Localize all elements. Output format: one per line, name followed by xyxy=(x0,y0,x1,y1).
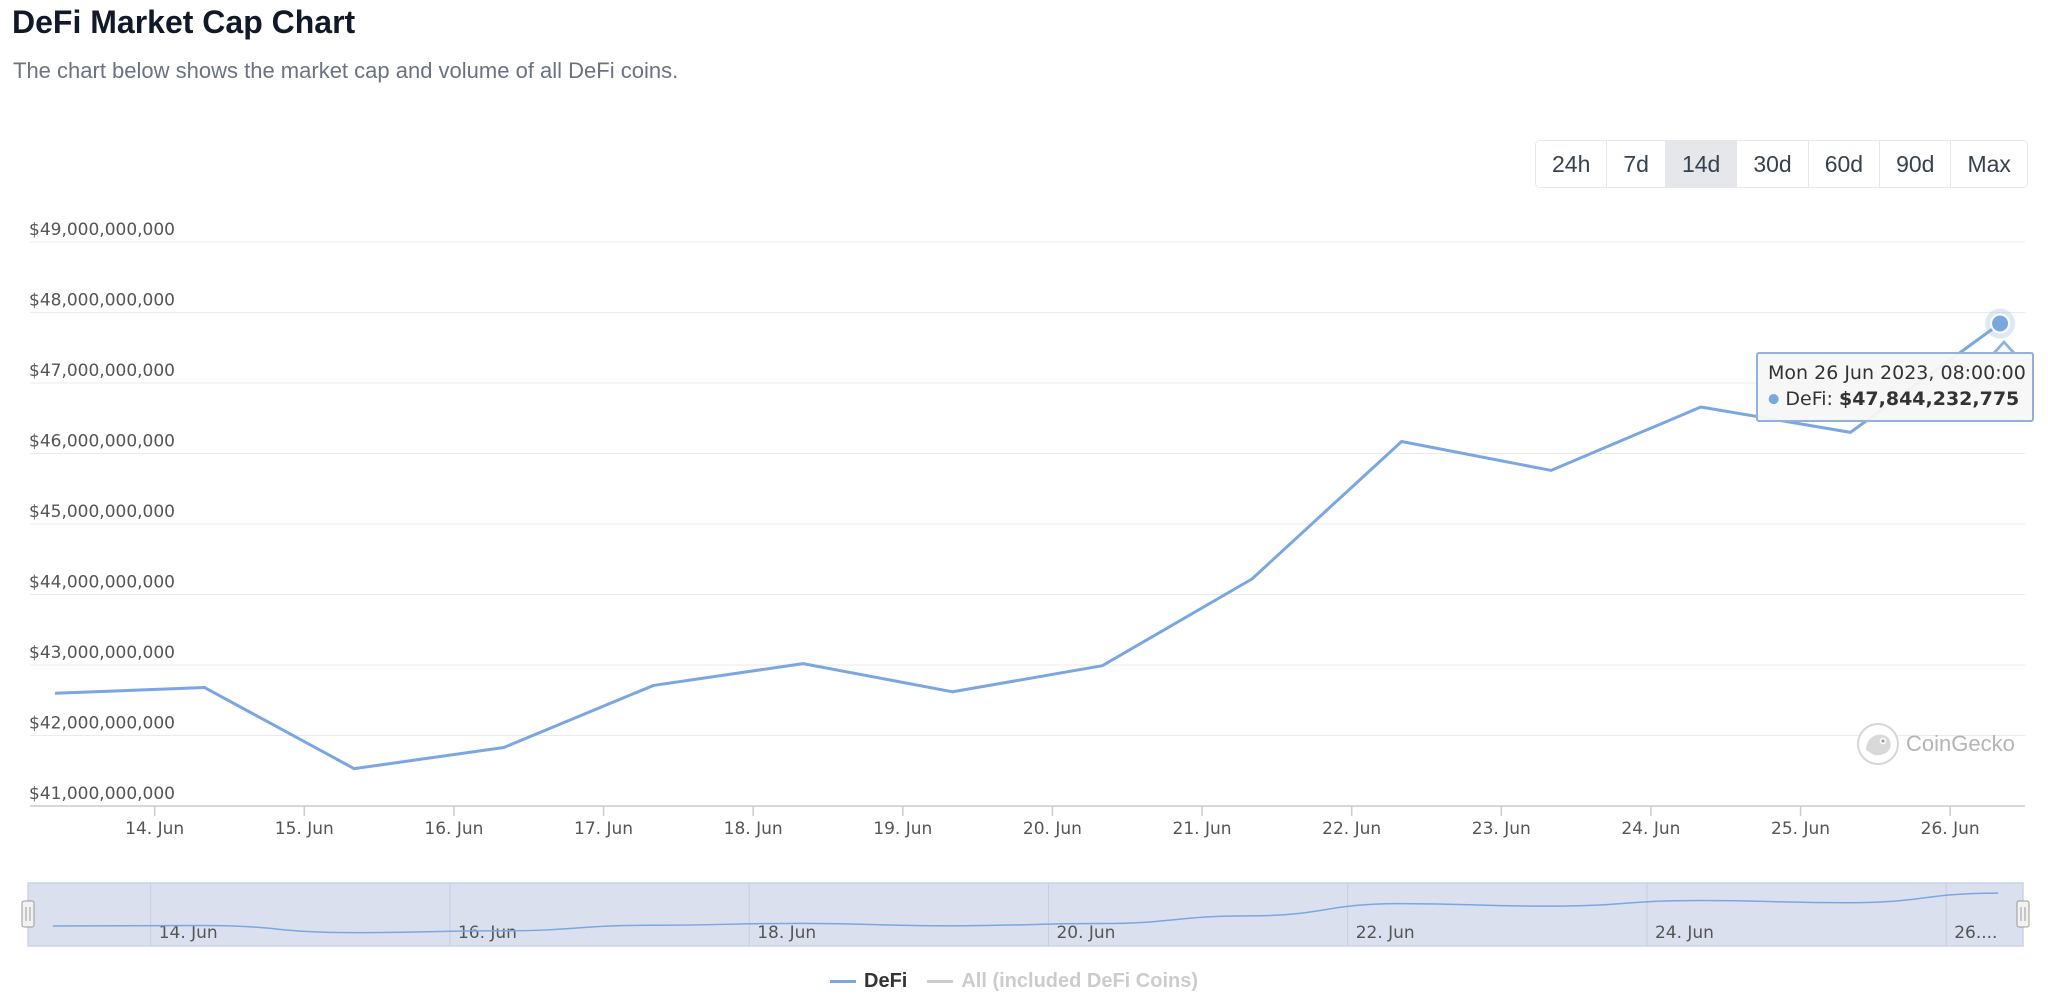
range-button-90d[interactable]: 90d xyxy=(1880,141,1952,187)
tooltip-arrow-inner xyxy=(1995,344,2013,354)
hover-point xyxy=(1990,313,2011,334)
series-line xyxy=(54,322,2001,771)
x-tick-label: 25. Jun xyxy=(1771,819,1830,839)
navigator-handle-right[interactable] xyxy=(2016,900,2030,928)
gecko-logo-icon xyxy=(1857,723,1899,765)
legend-swatch xyxy=(830,980,856,983)
x-tick-label: 23. Jun xyxy=(1472,819,1531,839)
x-tick-label: 19. Jun xyxy=(873,819,932,839)
y-tick-label: $48,000,000,000 xyxy=(29,291,175,311)
legend-swatch xyxy=(927,980,954,983)
grid-lines xyxy=(30,241,2025,807)
navigator-tick-label: 26.... xyxy=(1954,923,1997,943)
navigator-series-line xyxy=(52,892,1999,934)
y-axis: $41,000,000,000 $42,000,000,000 $43,000,00… xyxy=(29,220,175,804)
legend-label: DeFi xyxy=(864,970,908,992)
page-subtitle: The chart below shows the market cap and… xyxy=(13,58,679,83)
range-button-14d[interactable]: 14d xyxy=(1665,141,1738,187)
range-button-7d[interactable]: 7d xyxy=(1607,141,1666,187)
series-defi xyxy=(54,308,2016,771)
navigator: 14. Jun 16. Jun 18. Jun 20. Jun 22. Jun 24. J… xyxy=(21,882,2030,947)
x-tick-label: 24. Jun xyxy=(1621,819,1680,839)
x-tick-label: 20. Jun xyxy=(1023,819,1082,839)
tooltip-series-dot: ● xyxy=(1768,391,1780,407)
navigator-tick-label: 20. Jun xyxy=(1056,923,1115,943)
x-tick-label: 14. Jun xyxy=(125,819,184,839)
navigator-tick-label: 24. Jun xyxy=(1655,923,1714,943)
tooltip: Mon 26 Jun 2023, 08:00:00 ● DeFi: $47,84… xyxy=(1756,352,2034,422)
range-button-60d[interactable]: 60d xyxy=(1808,141,1881,187)
range-button-30d[interactable]: 30d xyxy=(1737,141,1809,187)
watermark-text: CoinGecko xyxy=(1906,731,2015,756)
navigator-tick-label: 14. Jun xyxy=(159,923,218,943)
navigator-tick-label: 18. Jun xyxy=(757,923,816,943)
y-tick-label: $45,000,000,000 xyxy=(29,502,175,522)
tooltip-row: ● DeFi: $47,844,232,775 xyxy=(1768,386,2022,413)
handle-grip xyxy=(21,900,35,928)
x-tick-label: 22. Jun xyxy=(1322,819,1381,839)
y-tick-label: $49,000,000,000 xyxy=(29,220,175,240)
handle-grip xyxy=(2016,900,2030,928)
navigator-range xyxy=(27,882,2024,947)
tooltip-series-label: DeFi: xyxy=(1785,388,1833,410)
y-tick-label: $44,000,000,000 xyxy=(29,573,175,593)
navigator-handle-left[interactable] xyxy=(21,900,35,928)
navigator-tick-label: 22. Jun xyxy=(1356,923,1415,943)
legend-label: All (included DeFi Coins) xyxy=(961,970,1199,992)
coingecko-watermark: CoinGecko xyxy=(1856,722,2015,766)
x-tick-label: 15. Jun xyxy=(275,819,334,839)
tooltip-date: Mon 26 Jun 2023, 08:00:00 xyxy=(1768,362,2026,384)
y-tick-label: $41,000,000,000 xyxy=(29,784,175,804)
tooltip-value: $47,844,232,775 xyxy=(1838,388,2020,410)
x-tick-label: 26. Jun xyxy=(1921,819,1980,839)
legend: DeFi All (included DeFi Coins) xyxy=(830,970,1198,993)
legend-item-1[interactable]: All (included DeFi Coins) xyxy=(927,970,1198,993)
y-tick-label: $42,000,000,000 xyxy=(29,714,175,734)
y-tick-label: $43,000,000,000 xyxy=(29,643,175,663)
y-tick-label: $47,000,000,000 xyxy=(29,361,175,381)
x-tick-label: 17. Jun xyxy=(574,819,633,839)
range-button-24h[interactable]: 24h xyxy=(1536,141,1608,187)
x-tick-label: 21. Jun xyxy=(1173,819,1232,839)
legend-item-0[interactable]: DeFi xyxy=(830,970,907,993)
range-button-max[interactable]: Max xyxy=(1951,141,2027,187)
x-tick-label: 18. Jun xyxy=(724,819,783,839)
x-axis: 14. Jun 15. Jun 16. Jun 17. Jun 18. Jun 19. J… xyxy=(125,806,1980,839)
page-title: DeFi Market Cap Chart xyxy=(12,4,356,40)
range-selector: 24h 7d 14d 30d 60d 90d Max xyxy=(1535,140,2028,188)
x-tick-label: 16. Jun xyxy=(424,819,483,839)
navigator-tick-label: 16. Jun xyxy=(458,923,517,943)
y-tick-label: $46,000,000,000 xyxy=(29,432,175,452)
